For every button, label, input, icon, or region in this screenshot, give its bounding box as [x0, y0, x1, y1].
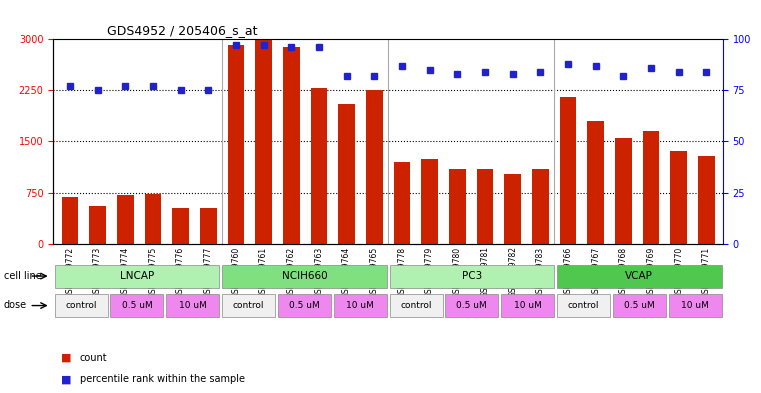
FancyBboxPatch shape: [557, 264, 721, 288]
FancyBboxPatch shape: [390, 264, 554, 288]
FancyBboxPatch shape: [557, 294, 610, 317]
Bar: [283, 48, 300, 244]
Bar: [172, 208, 189, 244]
Bar: [200, 208, 217, 244]
Text: control: control: [400, 301, 431, 310]
Bar: [476, 169, 493, 244]
Text: 10 uM: 10 uM: [179, 301, 207, 310]
FancyBboxPatch shape: [55, 264, 219, 288]
FancyBboxPatch shape: [222, 294, 275, 317]
Text: 0.5 uM: 0.5 uM: [122, 301, 152, 310]
Text: 10 uM: 10 uM: [346, 301, 374, 310]
FancyBboxPatch shape: [668, 294, 721, 317]
FancyBboxPatch shape: [613, 294, 666, 317]
Bar: [559, 97, 576, 244]
Bar: [89, 206, 106, 244]
Bar: [643, 131, 659, 244]
FancyBboxPatch shape: [278, 294, 331, 317]
Bar: [117, 195, 133, 244]
FancyBboxPatch shape: [390, 294, 442, 317]
Bar: [228, 45, 244, 244]
Bar: [339, 104, 355, 244]
Text: control: control: [65, 301, 97, 310]
Text: LNCAP: LNCAP: [119, 271, 154, 281]
FancyBboxPatch shape: [333, 294, 387, 317]
FancyBboxPatch shape: [166, 294, 219, 317]
Text: ■: ■: [61, 353, 72, 363]
Text: ■: ■: [61, 374, 72, 384]
Text: percentile rank within the sample: percentile rank within the sample: [80, 374, 245, 384]
FancyBboxPatch shape: [55, 294, 108, 317]
FancyBboxPatch shape: [222, 264, 387, 288]
Bar: [532, 169, 549, 244]
Text: 10 uM: 10 uM: [681, 301, 709, 310]
Text: control: control: [568, 301, 599, 310]
Text: control: control: [233, 301, 264, 310]
Text: count: count: [80, 353, 107, 363]
Bar: [366, 90, 383, 244]
Text: NCIH660: NCIH660: [282, 271, 327, 281]
Text: VCAP: VCAP: [626, 271, 653, 281]
Bar: [393, 162, 410, 244]
Bar: [145, 194, 161, 244]
Text: 0.5 uM: 0.5 uM: [457, 301, 487, 310]
FancyBboxPatch shape: [501, 294, 554, 317]
FancyBboxPatch shape: [445, 294, 498, 317]
Text: 0.5 uM: 0.5 uM: [289, 301, 320, 310]
Text: dose: dose: [4, 299, 27, 310]
Bar: [422, 158, 438, 244]
Bar: [62, 197, 78, 244]
FancyBboxPatch shape: [110, 294, 164, 317]
Text: GDS4952 / 205406_s_at: GDS4952 / 205406_s_at: [107, 24, 257, 37]
Bar: [615, 138, 632, 244]
Bar: [449, 169, 466, 244]
Text: cell line: cell line: [4, 271, 42, 281]
Bar: [310, 88, 327, 244]
Text: 0.5 uM: 0.5 uM: [624, 301, 654, 310]
Bar: [698, 156, 715, 244]
Bar: [587, 121, 604, 244]
Text: 10 uM: 10 uM: [514, 301, 542, 310]
Text: PC3: PC3: [462, 271, 482, 281]
Bar: [670, 151, 687, 244]
Bar: [505, 174, 521, 244]
Bar: [255, 39, 272, 244]
